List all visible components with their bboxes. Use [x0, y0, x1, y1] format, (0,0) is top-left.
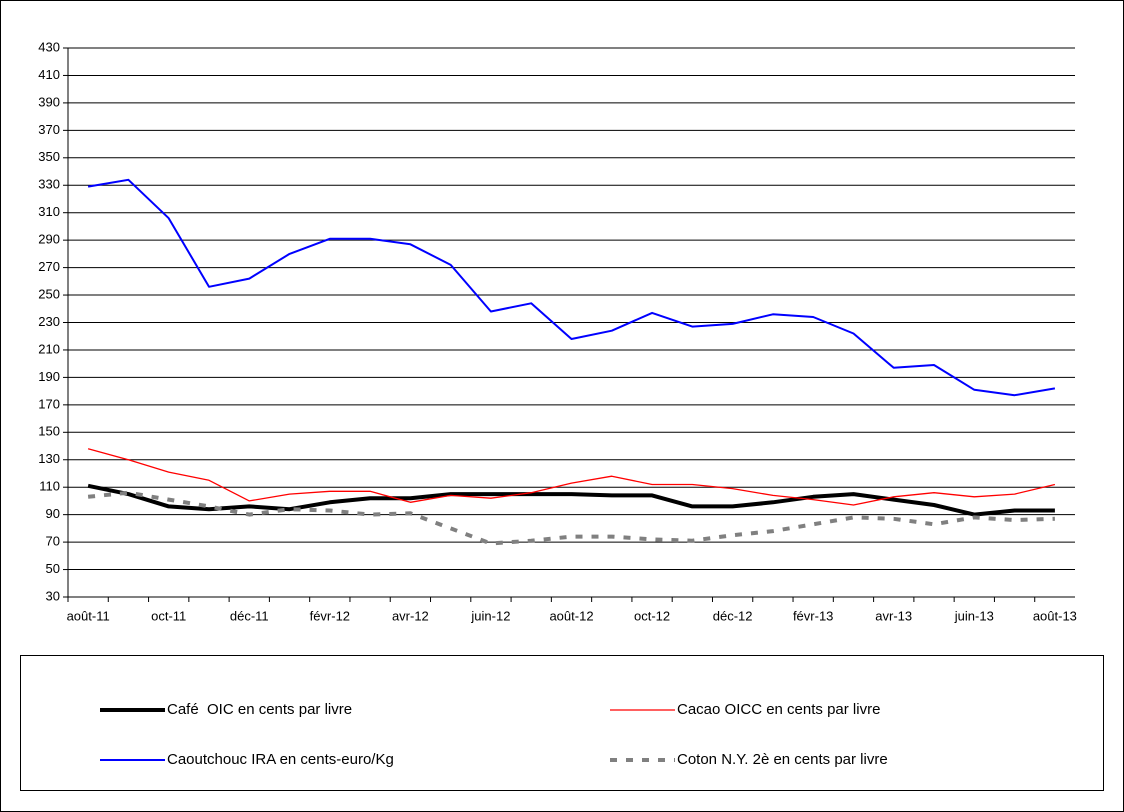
x-tick-label: août-11	[67, 608, 110, 623]
x-tick-label: déc-12	[713, 608, 753, 623]
y-tick-label: 130	[38, 451, 60, 466]
y-tick-label: 90	[46, 506, 60, 521]
y-tick-label: 310	[38, 204, 60, 219]
series-line	[87, 483, 1055, 517]
x-tick-label: févr-13	[793, 608, 833, 623]
series-line	[87, 178, 1056, 397]
y-tick-label: 370	[38, 122, 60, 137]
y-tick-label: 170	[38, 396, 60, 411]
y-tick-label: 210	[38, 341, 60, 356]
x-tick-label: août-12	[549, 608, 593, 623]
x-tick-label: oct-12	[634, 608, 670, 623]
x-tick-label: juin-13	[954, 608, 994, 623]
y-tick-label: 430	[38, 39, 60, 54]
y-tick-label: 390	[38, 94, 60, 109]
y-tick-label: 110	[39, 479, 60, 494]
y-tick-label: 410	[38, 67, 60, 82]
y-tick-label: 250	[38, 286, 60, 301]
y-tick-label: 350	[38, 149, 60, 164]
x-tick-label: avr-13	[875, 608, 912, 623]
legend-label: Café OIC en cents par livre	[167, 701, 352, 718]
legend-label: Caoutchouc IRA en cents-euro/Kg	[167, 751, 394, 768]
y-tick-label: 330	[38, 177, 60, 192]
legend-box	[20, 655, 1104, 791]
y-tick-label: 70	[46, 534, 60, 549]
x-tick-label: févr-12	[310, 608, 350, 623]
y-tick-label: 290	[38, 232, 60, 247]
x-tick-label: avr-12	[392, 608, 429, 623]
x-tick-label: oct-11	[151, 608, 186, 623]
y-tick-label: 30	[46, 588, 60, 603]
y-tick-label: 50	[46, 561, 60, 576]
x-tick-label: juin-12	[470, 608, 510, 623]
y-tick-label: 150	[38, 424, 60, 439]
series-line	[87, 448, 1056, 506]
y-tick-label: 190	[38, 369, 60, 384]
y-tick-label: 270	[38, 259, 60, 274]
x-tick-label: août-13	[1033, 608, 1077, 623]
series-line	[87, 490, 1055, 546]
legend-label: Cacao OICC en cents par livre	[677, 701, 880, 718]
x-tick-label: déc-11	[230, 608, 269, 623]
y-tick-label: 230	[38, 314, 60, 329]
legend-label: Coton N.Y. 2è en cents par livre	[677, 751, 888, 768]
